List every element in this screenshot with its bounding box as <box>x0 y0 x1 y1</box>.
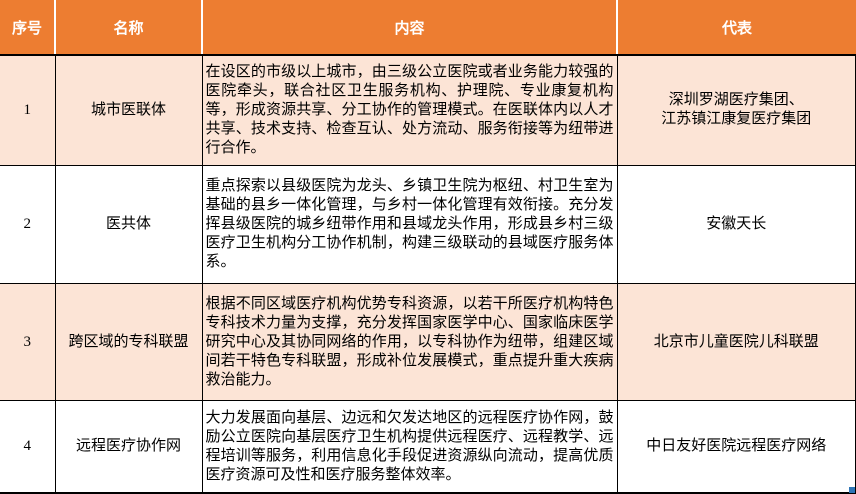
cell-index[interactable]: 1 <box>0 55 56 166</box>
cell-content[interactable]: 在设区的市级以上城市，由三级公立医院或者业务能力较强的医院牵头，联合社区卫生服务… <box>202 55 618 166</box>
cell-content[interactable]: 大力发展面向基层、边远和欠发达地区的远程医疗协作网，鼓励公立医院向基层医疗卫生机… <box>202 400 618 494</box>
cell-index[interactable]: 3 <box>0 283 56 402</box>
header-cell-name[interactable]: 名称 <box>55 0 203 56</box>
table-row: 4 远程医疗协作网 大力发展面向基层、边远和欠发达地区的远程医疗协作网，鼓励公立… <box>0 400 856 494</box>
cell-representative[interactable]: 北京市儿童医院儿科联盟 <box>617 283 856 402</box>
table-row: 1 城市医联体 在设区的市级以上城市，由三级公立医院或者业务能力较强的医院牵头，… <box>0 55 856 166</box>
header-cell-representative[interactable]: 代表 <box>617 0 856 56</box>
cell-representative[interactable]: 安徽天长 <box>617 165 856 285</box>
cell-name[interactable]: 远程医疗协作网 <box>55 400 203 494</box>
header-cell-index[interactable]: 序号 <box>0 0 56 56</box>
cell-content[interactable]: 根据不同区域医疗机构优势专科资源，以若干所医疗机构特色专科技术力量为支撑，充分发… <box>202 283 618 402</box>
header-row: 序号 名称 内容 代表 <box>0 0 856 56</box>
table-row: 2 医共体 重点探索以县级医院为龙头、乡镇卫生院为枢纽、村卫生室为基础的县乡一体… <box>0 165 856 285</box>
table-row: 3 跨区域的专科联盟 根据不同区域医疗机构优势专科资源，以若干所医疗机构特色专科… <box>0 283 856 402</box>
cell-content[interactable]: 重点探索以县级医院为龙头、乡镇卫生院为枢纽、村卫生室为基础的县乡一体化管理，与乡… <box>202 165 618 285</box>
cell-name[interactable]: 城市医联体 <box>55 55 203 166</box>
header-cell-content[interactable]: 内容 <box>202 0 618 56</box>
cell-index[interactable]: 2 <box>0 165 56 285</box>
cell-representative[interactable]: 中日友好医院远程医疗网络 <box>617 400 856 494</box>
cell-name[interactable]: 医共体 <box>55 165 203 285</box>
cell-representative[interactable]: 深圳罗湖医疗集团、 江苏镇江康复医疗集团 <box>617 55 856 166</box>
cell-index[interactable]: 4 <box>0 400 56 494</box>
selection-fill-handle-icon[interactable] <box>849 487 855 493</box>
cell-name[interactable]: 跨区域的专科联盟 <box>55 283 203 402</box>
